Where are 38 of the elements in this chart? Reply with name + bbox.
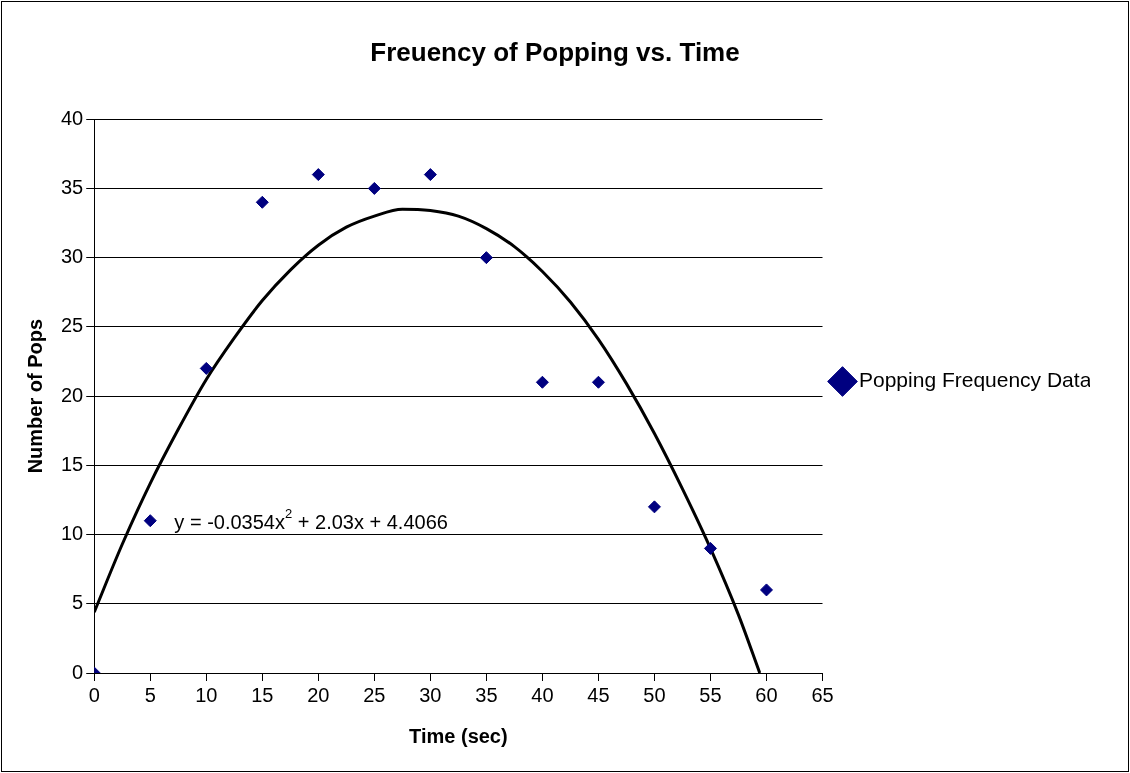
- point: [423, 168, 437, 182]
- x-tick-label: 55: [699, 683, 722, 706]
- point: [647, 500, 661, 514]
- x-tick-label: 10: [195, 683, 218, 706]
- y-tick-label: 40: [61, 106, 84, 129]
- point: [703, 541, 717, 555]
- x-tick-label: 15: [251, 683, 274, 706]
- x-tick-label: 50: [643, 683, 666, 706]
- x-tick-label: 5: [144, 683, 156, 706]
- point: [759, 583, 773, 597]
- point: [311, 168, 325, 182]
- y-axis-title: Number of Pops: [23, 318, 46, 474]
- x-tick-label: 0: [88, 683, 100, 706]
- point: [199, 361, 213, 375]
- chart-title: Freuency of Popping vs. Time: [370, 36, 740, 67]
- x-tick-label: 25: [363, 683, 386, 706]
- x-tick-label: 35: [475, 683, 498, 706]
- x-tick-label: 20: [307, 683, 330, 706]
- point: [367, 181, 381, 195]
- point: [535, 375, 549, 389]
- y-tick-label: 35: [61, 175, 84, 198]
- y-tick-label: 30: [61, 245, 84, 268]
- y-tick-label: 10: [61, 522, 84, 545]
- x-tick-label: 60: [755, 683, 778, 706]
- point: [479, 251, 493, 265]
- x-tick-label: 45: [587, 683, 610, 706]
- y-tick-label: 0: [72, 660, 84, 683]
- point: [591, 375, 605, 389]
- y-tick-label: 5: [72, 591, 84, 614]
- x-axis-title: Time (sec): [409, 724, 508, 747]
- x-tick-label: 40: [531, 683, 554, 706]
- y-tick-label: 25: [61, 314, 84, 337]
- point: [255, 195, 269, 209]
- y-tick-label: 15: [61, 452, 84, 475]
- x-tick-label: 30: [419, 683, 442, 706]
- x-tick-label: 65: [811, 683, 834, 706]
- y-tick-label: 20: [61, 383, 84, 406]
- point: [143, 514, 157, 528]
